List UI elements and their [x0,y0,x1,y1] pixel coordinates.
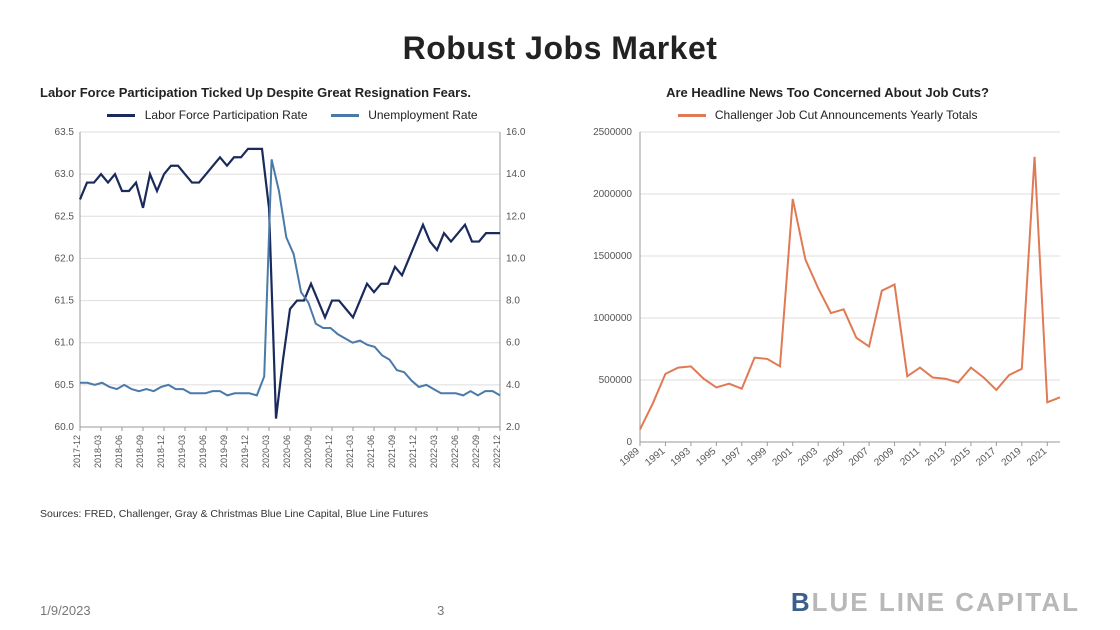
legend-label-unemp: Unemployment Rate [368,108,477,122]
svg-text:60.5: 60.5 [55,380,75,391]
svg-text:1989: 1989 [618,446,642,469]
svg-text:2013: 2013 [923,446,947,469]
svg-text:2022-09: 2022-09 [471,435,481,468]
svg-text:2000000: 2000000 [593,189,632,200]
svg-text:2018-03: 2018-03 [93,435,103,468]
svg-text:2021-12: 2021-12 [408,435,418,468]
svg-text:2019-12: 2019-12 [240,435,250,468]
svg-text:2003: 2003 [796,446,820,469]
slide: Robust Jobs Market Labor Force Participa… [0,0,1120,630]
svg-text:61.0: 61.0 [55,338,75,349]
svg-text:500000: 500000 [599,375,633,386]
left-panel: Labor Force Participation Ticked Up Desp… [40,85,545,520]
svg-text:1991: 1991 [643,446,667,469]
legend-swatch-jobcuts [678,114,706,117]
svg-text:1997: 1997 [720,446,744,469]
svg-text:2007: 2007 [847,446,871,469]
svg-text:1500000: 1500000 [593,251,632,262]
svg-text:2019-03: 2019-03 [177,435,187,468]
page-title: Robust Jobs Market [40,30,1080,67]
svg-text:1993: 1993 [669,446,693,469]
svg-text:63.0: 63.0 [55,169,75,180]
legend-swatch-lfpr [107,114,135,117]
svg-text:2021-06: 2021-06 [366,435,376,468]
svg-text:2500000: 2500000 [593,127,632,138]
svg-text:2020-06: 2020-06 [282,435,292,468]
svg-text:2020-12: 2020-12 [324,435,334,468]
svg-text:2020-03: 2020-03 [261,435,271,468]
svg-text:1999: 1999 [745,446,769,469]
logo-prefix: B [791,587,812,617]
svg-text:4.0: 4.0 [506,380,520,391]
svg-text:2009: 2009 [872,446,896,469]
footer-page: 3 [437,603,444,618]
svg-text:6.0: 6.0 [506,338,520,349]
svg-text:16.0: 16.0 [506,127,526,138]
left-subtitle: Labor Force Participation Ticked Up Desp… [40,85,545,100]
svg-text:2019-09: 2019-09 [219,435,229,468]
right-chart: 0500000100000015000002000000250000019891… [575,127,1075,497]
svg-text:62.0: 62.0 [55,253,75,264]
svg-text:2.0: 2.0 [506,422,520,433]
svg-text:2022-06: 2022-06 [450,435,460,468]
svg-text:2011: 2011 [898,446,922,469]
svg-text:2018-06: 2018-06 [114,435,124,468]
legend-item-unemp: Unemployment Rate [331,108,478,122]
svg-text:2019-06: 2019-06 [198,435,208,468]
footer-logo: BLUE LINE CAPITAL [791,587,1080,618]
svg-text:60.0: 60.0 [55,422,75,433]
legend-label-lfpr: Labor Force Participation Rate [145,108,308,122]
svg-text:1995: 1995 [694,446,718,469]
svg-text:62.5: 62.5 [55,211,75,222]
right-subtitle: Are Headline News Too Concerned About Jo… [575,85,1080,100]
svg-text:2001: 2001 [771,446,795,469]
right-panel: Are Headline News Too Concerned About Jo… [575,85,1080,520]
legend-label-jobcuts: Challenger Job Cut Announcements Yearly … [715,108,978,122]
logo-rest: LUE LINE CAPITAL [812,587,1080,617]
svg-text:2018-09: 2018-09 [135,435,145,468]
legend-item-lfpr: Labor Force Participation Rate [107,108,310,122]
svg-text:2018-12: 2018-12 [156,435,166,468]
svg-text:10.0: 10.0 [506,253,526,264]
svg-text:61.5: 61.5 [55,296,75,307]
svg-text:2005: 2005 [821,446,845,469]
svg-text:2021-09: 2021-09 [387,435,397,468]
legend-swatch-unemp [331,114,359,117]
svg-text:1000000: 1000000 [593,313,632,324]
svg-text:2022-12: 2022-12 [492,435,502,468]
svg-text:2020-09: 2020-09 [303,435,313,468]
svg-text:2021: 2021 [1025,446,1049,469]
svg-text:14.0: 14.0 [506,169,526,180]
footer-date: 1/9/2023 [40,603,91,618]
legend-item-jobcuts: Challenger Job Cut Announcements Yearly … [678,108,978,122]
footer: 1/9/2023 3 BLUE LINE CAPITAL [40,587,1080,618]
right-legend: Challenger Job Cut Announcements Yearly … [575,108,1080,122]
svg-text:8.0: 8.0 [506,296,520,307]
chart-row: Labor Force Participation Ticked Up Desp… [40,85,1080,520]
svg-text:2021-03: 2021-03 [345,435,355,468]
left-legend: Labor Force Participation Rate Unemploym… [40,108,545,122]
svg-text:2015: 2015 [949,446,973,469]
svg-text:0: 0 [626,437,632,448]
svg-text:12.0: 12.0 [506,211,526,222]
svg-text:2022-03: 2022-03 [429,435,439,468]
svg-text:2017: 2017 [974,446,998,469]
left-chart: 60.0 60.5 61.0 61.5 62.0 62.5 63.0 63.5 2.0 4.0 6.… [40,127,540,497]
svg-text:2017-12: 2017-12 [72,435,82,468]
svg-text:2019: 2019 [1000,446,1024,469]
sources-text: Sources: FRED, Challenger, Gray & Christ… [40,508,545,520]
svg-text:63.5: 63.5 [55,127,75,138]
